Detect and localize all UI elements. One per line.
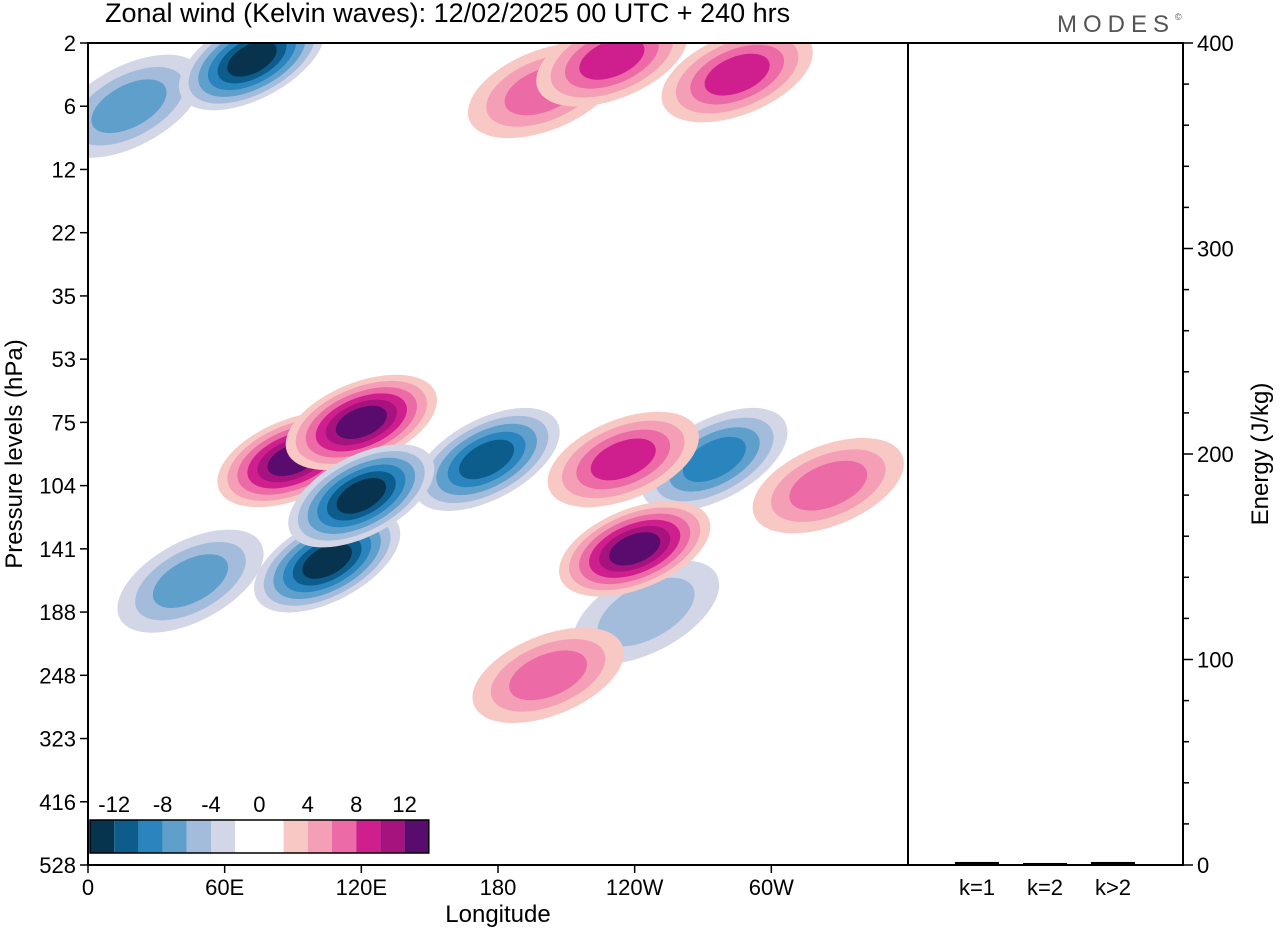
easterly-anomaly [88,54,203,158]
westerly-anomaly [547,411,699,508]
colorbar-label: 4 [302,792,314,817]
contour-level [682,436,746,482]
contour-field [88,43,904,723]
colorbar-swatch [380,820,405,853]
contour-level [152,554,229,608]
colorbar-swatch [211,820,236,853]
y-tick-label: 6 [64,94,76,119]
contour-level [597,577,695,647]
energy-bar [1091,861,1135,865]
energy-bar [955,861,999,865]
energy-axis-label: Energy (J/kg) [1247,383,1274,526]
colorbar-swatch [307,820,332,853]
y-tick-label: 35 [52,284,76,309]
energy-tick-label: 100 [1197,648,1234,673]
wavenumber-axis: k=1 k=2 k>2 [959,875,1131,900]
wavenumber-label: k=1 [959,875,995,900]
modes-logo: MODES© [1057,11,1188,38]
energy-tick-label: 200 [1197,442,1234,467]
wavenumber-label: k>2 [1095,875,1131,900]
energy-tick-label: 0 [1197,853,1209,878]
energy-axis: 0 100 200 300 400 [1183,31,1234,878]
x-tick-label: 60W [749,875,794,900]
x-tick-label: 120E [336,875,387,900]
colorbar-legend: -12 -8 -4 0 4 8 12 [89,792,430,854]
energy-tick-label: 300 [1197,237,1234,262]
colorbar-swatch [259,820,284,853]
westerly-anomaly [661,43,813,123]
contour-level [789,460,868,511]
colorbar-swatch [356,820,381,853]
westerly-anomaly [752,437,904,534]
longitude-axis: 0 60E 120E 180 120W 60W [82,865,794,900]
energy-panel: 0 100 200 300 400 k=1 k=2 k>2 Energy (J/kg) [907,31,1274,900]
contour-level [302,543,352,579]
pressure-axis: 2 6 12 22 35 53 75 104 141 188 248 323 416 528 [39,31,88,878]
colorbar-label: -8 [153,792,173,817]
x-axis-label: Longitude [445,901,550,928]
y-tick-label: 2 [64,31,76,56]
contour-level [704,53,770,96]
colorbar-swatch [90,820,115,853]
x-tick-label: 60E [205,875,244,900]
hovmoller-panel: 2 6 12 22 35 53 75 104 141 188 248 323 416 528 0 60E 12… [1,31,909,928]
easterly-anomaly [288,444,435,548]
colorbar-swatch [235,820,260,853]
colorbar-swatch [332,820,357,853]
colorbar-label: 8 [350,792,362,817]
contour-level [590,438,656,481]
easterly-anomaly [641,407,788,512]
colorbar-swatch [138,820,163,853]
colorbar-label: 0 [253,792,265,817]
x-tick-label: 0 [82,875,94,900]
contour-level [336,478,387,514]
y-tick-label: 528 [39,853,76,878]
y-tick-label: 416 [39,790,76,815]
colorbar-label: -4 [201,792,221,817]
y-tick-label: 53 [52,347,76,372]
y-tick-label: 141 [39,537,76,562]
y-axis-label: Pressure levels (hPa) [1,339,28,568]
colorbar-swatch [162,820,187,853]
y-tick-label: 188 [39,600,76,625]
contour-level [609,532,661,566]
contour-level [91,79,167,134]
colorbar-swatch [114,820,139,853]
copyright-mark: © [1175,12,1188,22]
westerly-anomaly [285,374,438,471]
contour-level [335,405,387,440]
energy-bars [955,861,1135,865]
energy-frame [907,42,1184,866]
westerly-anomaly [472,627,624,723]
easterly-anomaly [117,529,264,633]
colorbar-swatch [186,820,211,853]
chart-title: Zonal wind (Kelvin waves): 12/02/2025 00… [105,0,790,28]
contour-level [459,439,515,480]
contour-level [579,43,645,80]
y-tick-label: 104 [39,474,76,499]
colorbar-label: -12 [98,792,130,817]
contour-level [509,650,588,701]
contour-level [227,43,277,77]
y-tick-label: 248 [39,663,76,688]
colorbar-swatch [404,820,429,853]
energy-tick-label: 400 [1197,31,1234,56]
easterly-anomaly [413,407,560,512]
wavenumber-label: k=2 [1027,875,1063,900]
x-tick-label: 180 [480,875,517,900]
colorbar-label: 12 [392,792,416,817]
y-tick-label: 12 [52,157,76,182]
westerly-anomaly [558,501,711,597]
energy-bar [1023,862,1067,865]
y-tick-label: 75 [52,410,76,435]
colorbar-swatch [283,820,308,853]
colorbar-frame [89,819,430,854]
x-tick-label: 120W [606,875,664,900]
y-tick-label: 323 [39,727,76,752]
y-tick-label: 22 [52,221,76,246]
